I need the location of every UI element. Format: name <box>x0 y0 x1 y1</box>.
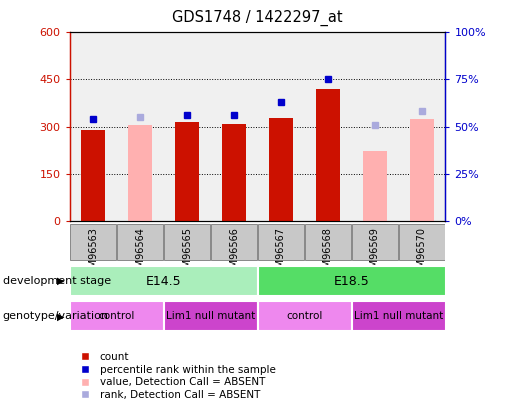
FancyBboxPatch shape <box>305 224 351 260</box>
Text: Lim1 null mutant: Lim1 null mutant <box>166 311 255 321</box>
FancyBboxPatch shape <box>212 224 256 260</box>
Bar <box>81 130 105 221</box>
Text: GSM96568: GSM96568 <box>323 227 333 280</box>
Text: genotype/variation: genotype/variation <box>3 311 109 321</box>
Bar <box>128 125 152 221</box>
FancyBboxPatch shape <box>400 224 444 260</box>
Text: GSM96566: GSM96566 <box>229 227 239 280</box>
Text: GSM96564: GSM96564 <box>135 227 145 280</box>
Text: control: control <box>98 311 135 321</box>
Legend: count, percentile rank within the sample, value, Detection Call = ABSENT, rank, : count, percentile rank within the sample… <box>75 352 276 400</box>
FancyBboxPatch shape <box>71 301 164 331</box>
FancyBboxPatch shape <box>117 224 163 260</box>
Text: GSM96563: GSM96563 <box>88 227 98 280</box>
FancyBboxPatch shape <box>259 266 447 296</box>
Text: GDS1748 / 1422297_at: GDS1748 / 1422297_at <box>172 10 343 26</box>
Bar <box>363 151 387 221</box>
Text: control: control <box>286 311 323 321</box>
FancyBboxPatch shape <box>164 301 259 331</box>
Text: GSM96570: GSM96570 <box>417 227 427 280</box>
Text: development stage: development stage <box>3 276 111 286</box>
Bar <box>222 124 246 221</box>
FancyBboxPatch shape <box>259 224 303 260</box>
FancyBboxPatch shape <box>352 301 447 331</box>
Bar <box>269 118 293 221</box>
Text: GSM96569: GSM96569 <box>370 227 380 280</box>
Text: ▶: ▶ <box>57 276 64 286</box>
Text: ▶: ▶ <box>57 311 64 321</box>
Text: GSM96567: GSM96567 <box>276 227 286 280</box>
Bar <box>175 122 199 221</box>
Bar <box>316 89 340 221</box>
Text: E14.5: E14.5 <box>146 275 181 288</box>
FancyBboxPatch shape <box>164 224 210 260</box>
Text: Lim1 null mutant: Lim1 null mutant <box>354 311 443 321</box>
FancyBboxPatch shape <box>71 266 259 296</box>
FancyBboxPatch shape <box>352 224 398 260</box>
Text: E18.5: E18.5 <box>334 275 369 288</box>
FancyBboxPatch shape <box>259 301 352 331</box>
Bar <box>410 119 434 221</box>
FancyBboxPatch shape <box>71 224 115 260</box>
Text: GSM96565: GSM96565 <box>182 227 192 280</box>
